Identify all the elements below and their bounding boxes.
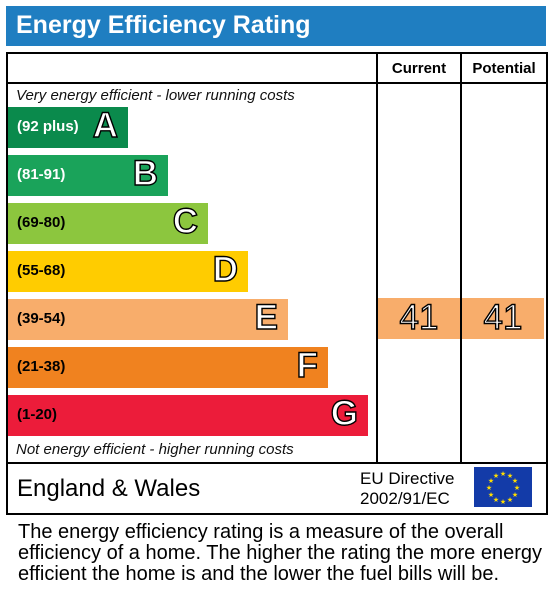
band-f-letter: F (296, 345, 319, 385)
band-e-letter: E (254, 297, 279, 337)
svg-text:★: ★ (514, 484, 520, 492)
potential-rating-value: 41 (483, 297, 523, 337)
band-d-letter: D (212, 249, 239, 289)
band-g-range: (1-20) (17, 406, 58, 423)
svg-text:★: ★ (493, 496, 499, 504)
band-g-letter: G (330, 393, 359, 433)
svg-text:★: ★ (507, 496, 513, 504)
band-a-range: (92 plus) (17, 118, 79, 135)
potential-column-divider (460, 52, 462, 462)
page-title: Energy Efficiency Rating (16, 11, 311, 39)
current-rating-value: 41 (399, 297, 439, 337)
svg-text:★: ★ (507, 472, 513, 480)
eu-directive-line1: EU Directive (360, 469, 455, 488)
potential-column-header: Potential (472, 60, 536, 77)
band-f: (21-38) F (8, 345, 328, 388)
band-e: (39-54) E (8, 297, 288, 340)
eu-directive: EU Directive 2002/91/EC (360, 469, 454, 509)
band-b-letter: B (132, 153, 159, 193)
current-column-header: Current (391, 60, 447, 77)
band-a-letter: A (92, 105, 119, 145)
potential-rating: 41 (462, 297, 544, 339)
svg-text:★: ★ (512, 477, 518, 485)
svg-text:★: ★ (500, 498, 506, 506)
rating-chart-frame (6, 52, 548, 515)
bottom-note: Not energy efficient - higher running co… (16, 441, 294, 458)
band-a: (92 plus) A (8, 105, 128, 148)
band-b: (81-91) B (8, 153, 168, 196)
header-divider (6, 82, 546, 84)
top-note: Very energy efficient - lower running co… (16, 87, 295, 104)
band-c-letter: C (172, 201, 199, 241)
svg-text:★: ★ (493, 472, 499, 480)
eu-directive-line2: 2002/91/EC (360, 489, 450, 508)
band-g: (1-20) G (8, 393, 368, 436)
band-b-range: (81-91) (17, 166, 66, 183)
svg-text:★: ★ (500, 470, 506, 478)
current-column-divider (376, 52, 378, 462)
description-text: The energy efficiency rating is a measur… (18, 521, 543, 585)
band-d: (55-68) D (8, 249, 248, 292)
svg-text:★: ★ (512, 491, 518, 499)
region-label: England & Wales (17, 475, 201, 502)
svg-text:★: ★ (488, 491, 494, 499)
eu-flag-icon: ★ ★ ★ ★ ★ ★ ★ ★ ★ ★ ★ ★ (474, 467, 532, 507)
band-d-range: (55-68) (17, 262, 66, 279)
svg-text:★: ★ (488, 477, 494, 485)
svg-text:★: ★ (486, 484, 492, 492)
title-bar: Energy Efficiency Rating (6, 6, 546, 46)
band-c-range: (69-80) (17, 214, 66, 231)
current-rating: 41 (378, 297, 460, 339)
footer-divider (6, 462, 546, 464)
band-c: (69-80) C (8, 201, 208, 244)
band-e-range: (39-54) (17, 310, 66, 327)
band-f-range: (21-38) (17, 358, 66, 375)
